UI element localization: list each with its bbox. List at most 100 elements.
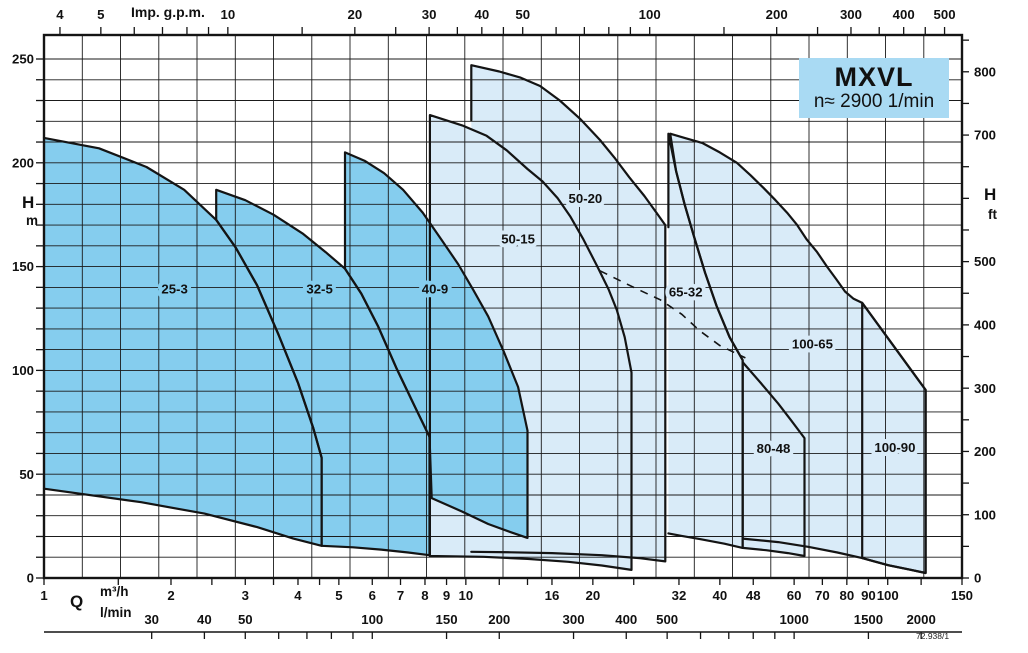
bottom-lmin-label: 2000 <box>906 612 935 627</box>
right-axis-symbol: H <box>984 185 997 204</box>
axes-layer: 4 5 10 20 30 40 50 100 200 300 400 5000501001502002… <box>12 7 996 639</box>
region-fill-32-5 <box>216 189 430 556</box>
region-outline-80-48 <box>741 361 806 558</box>
top-axis-label: 30 <box>422 7 437 22</box>
region-outline-50-15 <box>428 114 633 571</box>
flow-unit-m3h: m³/h <box>100 584 129 599</box>
right-axis-label: 0 <box>974 571 981 586</box>
region-label-50-20: 50-20 <box>569 191 603 206</box>
bottom-lmin-label: 1500 <box>854 612 883 627</box>
bottom-m3h-label: 8 <box>421 588 428 603</box>
bottom-lmin-label: 500 <box>656 612 678 627</box>
left-axis-label: 50 <box>19 467 34 482</box>
region-fill-40-9 <box>345 152 528 538</box>
document-reference-number: 72.938/1 <box>916 631 950 641</box>
left-axis-label: 150 <box>12 259 34 274</box>
family-divider-dashed-line <box>599 270 746 359</box>
bottom-m3h-label: 1 <box>40 588 47 603</box>
bottom-m3h-label: 10 <box>459 588 474 603</box>
top-axis-label: 10 <box>221 7 236 22</box>
region-outlines-layer <box>42 64 927 575</box>
bottom-lmin-label: 50 <box>238 612 253 627</box>
left-axis-label: 200 <box>12 155 34 170</box>
bottom-m3h-label: 80 <box>839 588 854 603</box>
top-axis-unit-label: Imp. g.p.m. <box>131 4 205 20</box>
region-label-100-65: 100-65 <box>792 336 833 351</box>
bottom-m3h-label: 9 <box>443 588 450 603</box>
region-label-40-9: 40-9 <box>422 281 448 296</box>
bottom-m3h-label: 5 <box>335 588 342 603</box>
bottom-m3h-label: 4 <box>294 588 302 603</box>
bottom-lmin-label: 1000 <box>779 612 808 627</box>
top-axis-label: 500 <box>934 7 956 22</box>
grid-layer <box>42 33 964 580</box>
right-axis-label: 700 <box>974 128 996 143</box>
bottom-m3h-label: 70 <box>815 588 830 603</box>
left-axis-label: 0 <box>27 571 34 586</box>
region-outline-32-5 <box>215 188 431 557</box>
bottom-lmin-label: 40 <box>197 612 212 627</box>
bottom-lmin-label: 200 <box>488 612 510 627</box>
bottom-lmin-label: 30 <box>144 612 159 627</box>
left-axis-label: 100 <box>12 363 34 378</box>
flow-axis-symbol: Q <box>70 592 84 611</box>
right-axis-label: 200 <box>974 444 996 459</box>
bottom-m3h-label: 6 <box>369 588 376 603</box>
top-axis-label: 200 <box>766 7 788 22</box>
top-axis-label: 300 <box>840 7 862 22</box>
region-label-65-32: 65-32 <box>669 285 703 300</box>
right-axis-label: 400 <box>974 317 996 332</box>
top-axis-label: 5 <box>97 7 104 22</box>
pump-series-name: MXVL <box>834 62 914 92</box>
title-box: MXVL n≈ 2900 1/min <box>799 58 949 118</box>
region-fills-layer <box>44 65 926 573</box>
right-axis-label: 300 <box>974 381 996 396</box>
bottom-m3h-label: 150 <box>951 588 973 603</box>
region-fill-100-90 <box>862 302 926 573</box>
bottom-m3h-label: 90 <box>861 588 876 603</box>
top-axis-label: 100 <box>639 7 661 22</box>
right-axis-unit: ft <box>988 207 997 222</box>
bottom-m3h-label: 7 <box>397 588 404 603</box>
right-axis-label: 500 <box>974 254 996 269</box>
right-axis-label: 100 <box>974 507 996 522</box>
bottom-m3h-label: 20 <box>586 588 601 603</box>
region-fill-80-48 <box>742 362 805 556</box>
bottom-m3h-label: 40 <box>713 588 728 603</box>
bottom-m3h-label: 48 <box>746 588 761 603</box>
region-label-80-48: 80-48 <box>757 441 791 456</box>
bottom-m3h-label: 16 <box>545 588 560 603</box>
bottom-m3h-label: 3 <box>242 588 249 603</box>
region-outline-50-20 <box>470 64 667 563</box>
region-label-32-5: 32-5 <box>306 281 332 296</box>
pump-speed-note: n≈ 2900 1/min <box>813 91 935 112</box>
bottom-m3h-label: 2 <box>167 588 174 603</box>
top-axis-label: 4 <box>56 7 64 22</box>
bottom-lmin-label: 300 <box>563 612 585 627</box>
region-outline-100-90 <box>861 301 927 575</box>
region-label-25-3: 25-3 <box>161 281 187 296</box>
top-axis-label: 400 <box>893 7 915 22</box>
left-axis-symbol: H <box>22 193 35 212</box>
region-fill-65-32 <box>668 133 743 548</box>
left-axis-label: 250 <box>12 52 34 67</box>
bottom-m3h-label: 100 <box>877 588 899 603</box>
left-axis-unit: m <box>26 213 39 228</box>
top-axis-label: 20 <box>347 7 362 22</box>
region-label-100-90: 100-90 <box>874 440 915 455</box>
bottom-lmin-label: 400 <box>615 612 637 627</box>
bottom-lmin-label: 150 <box>436 612 458 627</box>
dashed-divider-line <box>599 270 746 359</box>
top-axis-label: 40 <box>474 7 489 22</box>
region-fill-25-3 <box>44 137 322 546</box>
bottom-m3h-label: 60 <box>787 588 802 603</box>
region-outline-40-9 <box>343 151 529 539</box>
bottom-m3h-label: 32 <box>672 588 687 603</box>
flow-unit-lmin: l/min <box>100 605 132 620</box>
region-label-50-15: 50-15 <box>501 232 535 247</box>
bottom-lmin-label: 100 <box>361 612 383 627</box>
region-labels-layer: 50-15 50-20 65-32 100-65 80-48 100-90 25-3 32-5… <box>157 187 919 460</box>
right-axis-label: 800 <box>974 64 996 79</box>
